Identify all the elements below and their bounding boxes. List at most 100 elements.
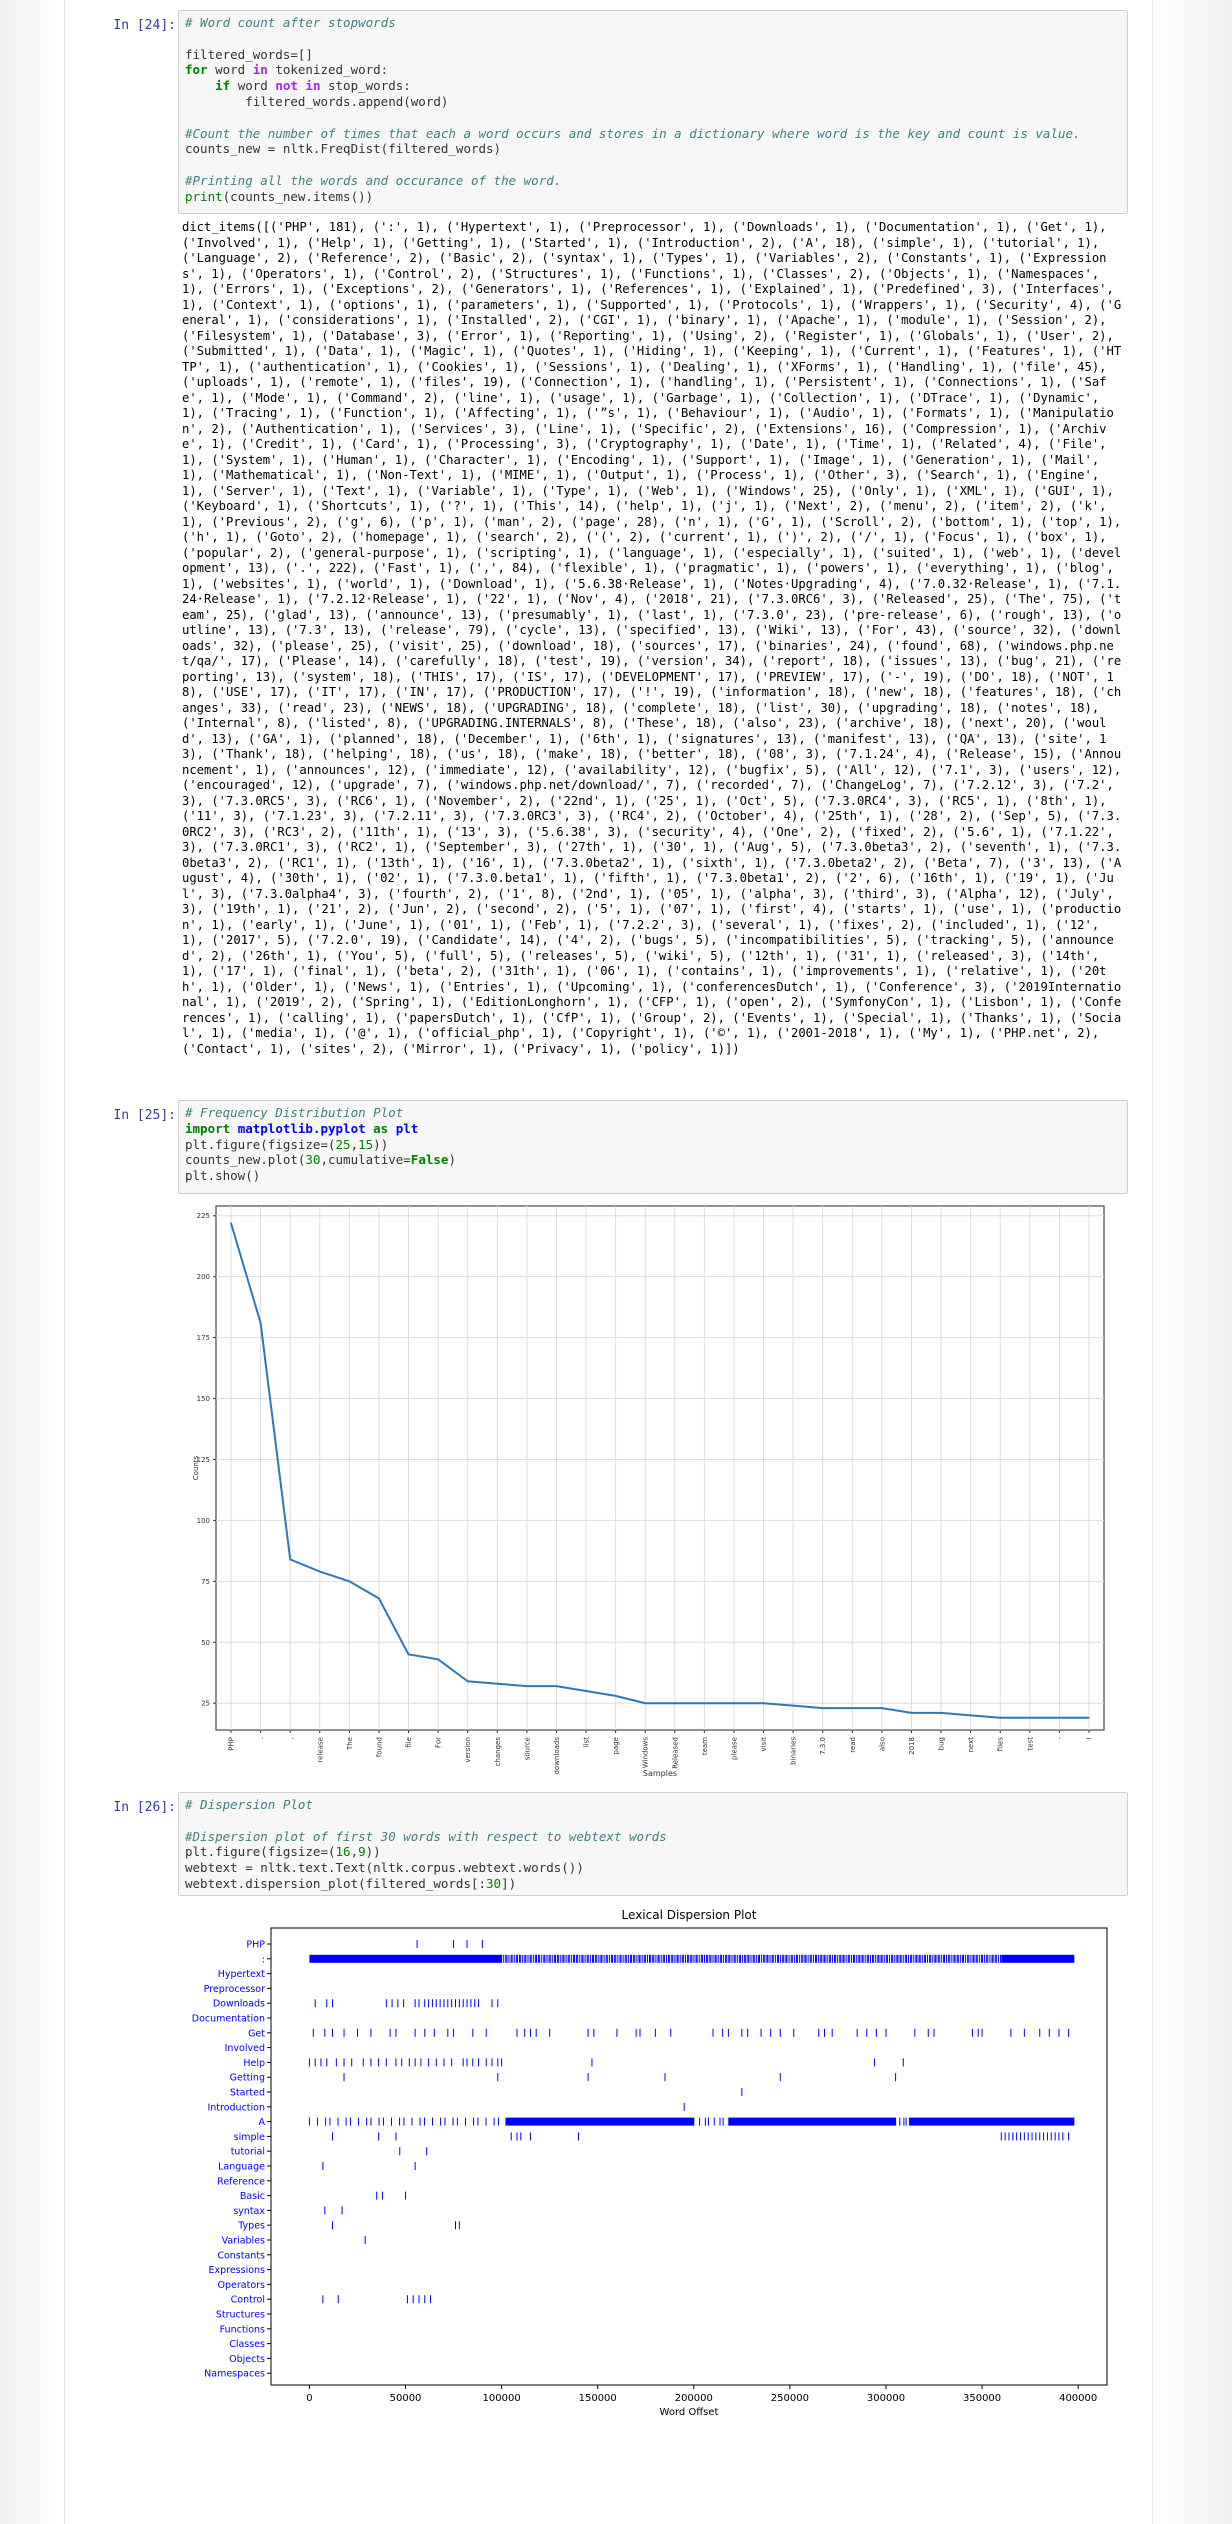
data-point — [969, 1714, 972, 1717]
code-line: filtered_words.append(word) — [185, 94, 448, 109]
data-point — [378, 1597, 380, 1600]
x-tick-label: , — [287, 1737, 295, 1739]
cell-26-input[interactable]: # Dispersion Plot #Dispersion plot of fi… — [178, 1792, 1128, 1896]
x-tick-label: team — [701, 1737, 709, 1755]
x-axis-label: Samples — [643, 1769, 677, 1778]
x-tick-label: changes — [494, 1737, 502, 1767]
code-token — [388, 1121, 396, 1136]
x-tick-label: file — [405, 1737, 413, 1748]
cell-25-input[interactable]: # Frequency Distribution Plot import mat… — [178, 1100, 1128, 1194]
code-line: #Printing all the words and occurance of… — [185, 173, 561, 188]
y-tick-label: simple — [234, 2132, 266, 2143]
x-tick-label: 50000 — [390, 2393, 422, 2404]
code-token: #Count the number of times that each a w… — [185, 125, 1081, 141]
y-tick-label: 150 — [197, 1395, 210, 1403]
cell-25-prompt: In [25]: — [113, 1108, 176, 1123]
code-line: #Dispersion plot of first 30 words with … — [185, 1829, 667, 1844]
notebook-border-left — [64, 0, 65, 2524]
data-point — [614, 1695, 617, 1697]
code-token: filtered_words=[] — [185, 46, 313, 62]
code-token: word — [230, 78, 276, 94]
y-tick-label: Downloads — [213, 1999, 265, 2010]
code-token: 9 — [358, 1844, 366, 1860]
y-tick-label: Structures — [216, 2310, 265, 2321]
code-token: )) — [365, 1844, 381, 1860]
y-tick-label: Getting — [230, 2073, 265, 2084]
y-tick-label: Documentation — [192, 2014, 265, 2025]
y-tick-label: : — [262, 1954, 265, 1965]
data-point — [585, 1690, 587, 1692]
code-token: stop_words: — [320, 78, 411, 94]
cell-26-prompt: In [26]: — [113, 1800, 176, 1815]
code-token: ) — [448, 1152, 456, 1168]
x-tick-label: ! — [1086, 1737, 1094, 1740]
y-tick-label: A — [259, 2117, 266, 2128]
code-token: webtext.dispersion_plot(filtered_words[: — [185, 1875, 487, 1891]
code-token: word — [207, 62, 253, 78]
x-tick-label: 100000 — [483, 2393, 521, 2404]
code-token: #Dispersion plot of first 30 words with … — [185, 1828, 667, 1844]
data-point — [851, 1707, 854, 1709]
y-tick-label: Involved — [225, 2043, 265, 2054]
code-token: 30 — [305, 1152, 321, 1168]
code-token: print — [185, 188, 223, 204]
code-line: # Word count after stopwords — [185, 15, 396, 30]
code-token: 30 — [486, 1875, 502, 1891]
cell-24-input[interactable]: # Word count after stopwords filtered_wo… — [178, 10, 1128, 214]
chart-title: Lexical Dispersion Plot — [622, 1908, 757, 1922]
code-line: filtered_words=[] — [185, 47, 313, 62]
dispersion-band — [909, 2117, 1075, 2126]
y-axis-label: Counts — [192, 1455, 200, 1480]
data-point — [318, 1570, 321, 1573]
y-tick-label: Variables — [222, 2236, 265, 2247]
data-point — [673, 1702, 676, 1704]
data-point — [1029, 1717, 1031, 1719]
page-gutter-left — [0, 0, 64, 2524]
x-tick-label: 0 — [306, 2393, 312, 2404]
page-gutter-right — [1152, 0, 1232, 2524]
code-token: #Printing all the words and occurance of… — [185, 172, 562, 188]
y-tick-label: Get — [248, 2028, 265, 2039]
code-line: for word in tokenized_word: — [185, 62, 388, 77]
y-tick-label: PHP — [246, 1940, 265, 1951]
data-point — [881, 1707, 883, 1709]
code-token: webtext = nltk.text.Text(nltk.corpus.web… — [185, 1860, 584, 1876]
cell-24-prompt: In [24]: — [113, 18, 176, 33]
data-point — [496, 1682, 499, 1685]
x-tick-label: page — [612, 1737, 620, 1754]
frequency-line — [230, 1222, 1089, 1719]
plot-area — [270, 1927, 1108, 2386]
y-tick-label: Language — [218, 2162, 265, 2173]
code-line: counts_new = nltk.FreqDist(filtered_word… — [185, 141, 501, 156]
code-token: counts_new = nltk.FreqDist(filtered_word… — [185, 141, 502, 157]
x-tick-label: visit — [760, 1737, 768, 1752]
lexical-dispersion-plot: Lexical Dispersion Plot 0 50000 100000 15000… — [192, 1908, 1108, 2418]
code-token: matplotlib.pyplot — [237, 1120, 366, 1136]
code-token: plt.figure(figsize=( — [185, 1844, 336, 1860]
code-token: # Frequency Distribution Plot — [185, 1105, 404, 1120]
data-point — [289, 1558, 291, 1561]
data-point — [1088, 1717, 1090, 1719]
code-token: plt.figure(figsize=( — [185, 1136, 336, 1152]
x-tick-label: 400000 — [1059, 2393, 1097, 2404]
cell-25-code[interactable]: # Frequency Distribution Plot import mat… — [185, 1105, 1121, 1184]
code-token: 15 — [358, 1136, 374, 1152]
cell-24-code[interactable]: # Word count after stopwords filtered_wo… — [185, 15, 1121, 205]
x-tick-label: binaries — [790, 1737, 798, 1765]
code-line: import matplotlib.pyplot as plt — [185, 1121, 418, 1136]
x-tick-label: please — [730, 1737, 738, 1760]
code-token: plt.show() — [185, 1168, 261, 1184]
code-token: # Dispersion Plot — [185, 1797, 313, 1812]
code-line: # Frequency Distribution Plot — [185, 1105, 403, 1120]
x-tick-label: The — [346, 1737, 354, 1751]
code-token: as — [373, 1120, 389, 1136]
code-token: if — [215, 78, 231, 94]
data-point — [821, 1707, 824, 1709]
code-token: filtered_words.append(word) — [185, 93, 449, 109]
y-tick-label: 75 — [201, 1578, 210, 1586]
cell-26-code[interactable]: # Dispersion Plot #Dispersion plot of fi… — [185, 1797, 1121, 1892]
x-tick-label: test — [1026, 1737, 1034, 1751]
data-point — [910, 1712, 913, 1714]
x-tick-label: bug — [938, 1737, 946, 1750]
y-tick-label: 125 — [197, 1456, 210, 1464]
